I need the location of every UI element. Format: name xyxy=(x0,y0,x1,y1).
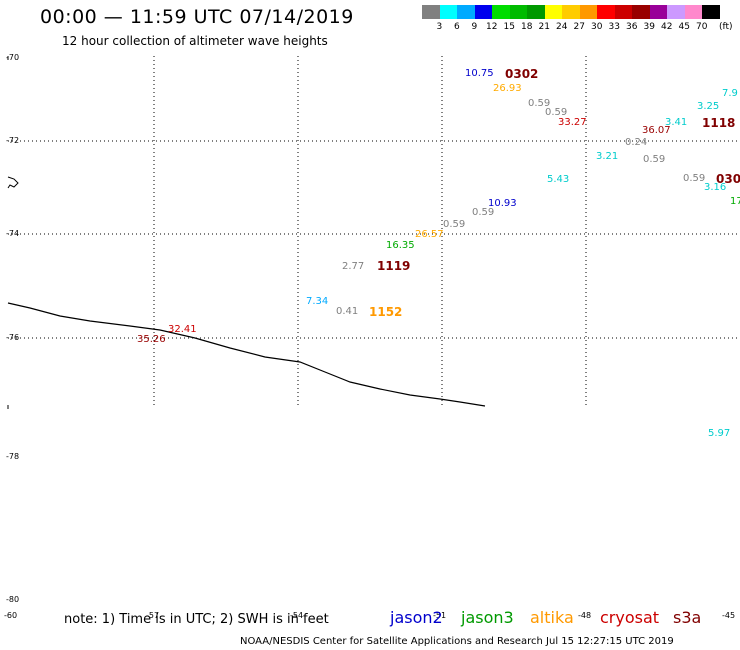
color-swatch xyxy=(527,5,545,19)
lon-label: -51 xyxy=(433,611,447,620)
lon-label: -54 xyxy=(290,611,304,620)
lon-label: -57 xyxy=(146,611,160,620)
swh-value: 7.9 xyxy=(722,88,738,99)
swh-value: 0.59 xyxy=(643,154,666,165)
color-swatch xyxy=(632,5,650,19)
lat-label: -80 xyxy=(6,595,20,604)
swh-value: 10.75 xyxy=(465,68,494,79)
map-subtitle: 12 hour collection of altimeter wave hei… xyxy=(62,34,328,48)
color-swatch xyxy=(439,5,457,19)
color-legend-bar xyxy=(422,5,720,19)
color-swatch xyxy=(509,5,527,19)
color-swatch xyxy=(649,5,667,19)
legend-tick-label: 24 xyxy=(556,22,568,32)
legend-tick-label: 33 xyxy=(608,22,620,32)
legend-altika: altika xyxy=(530,608,574,627)
lon-label: -60 xyxy=(4,611,18,620)
swh-value: 17 xyxy=(730,196,740,207)
swh-value: 32.41 xyxy=(168,324,197,335)
swh-value: 3.16 xyxy=(704,182,727,193)
lon-label: -45 xyxy=(722,611,736,620)
legend-tick-label: 70 xyxy=(696,22,708,32)
swh-value: 36.07 xyxy=(642,125,671,136)
credit-line: NOAA/NESDIS Center for Satellite Applica… xyxy=(240,636,674,647)
time-label: 1119 xyxy=(377,259,411,273)
lat-label: -74 xyxy=(6,229,20,238)
legend-tick-label: 9 xyxy=(471,22,478,32)
swh-value: 5.43 xyxy=(547,174,570,185)
color-swatch xyxy=(614,5,632,19)
time-label: 1152 xyxy=(369,305,403,319)
color-swatch xyxy=(544,5,562,19)
swh-value: 0.59 xyxy=(443,219,466,230)
swh-value: 3.21 xyxy=(596,151,619,162)
footer-note: note: 1) Time is in UTC; 2) SWH is in fe… xyxy=(64,612,329,627)
swh-value: 0.59 xyxy=(528,98,551,109)
color-swatch xyxy=(684,5,702,19)
swh-value: 26.57 xyxy=(415,229,444,240)
legend-jason3: jason3 xyxy=(461,608,514,627)
legend-tick-label: 36 xyxy=(626,22,638,32)
color-swatch xyxy=(667,5,685,19)
swh-value: 5.97 xyxy=(708,428,731,439)
legend-tick-label: 3 xyxy=(436,22,443,32)
color-swatch xyxy=(422,5,440,19)
lat-label: -78 xyxy=(6,452,20,461)
legend-tick-label: 6 xyxy=(454,22,460,32)
legend-cryosat: cryosat xyxy=(600,608,660,627)
color-swatch xyxy=(457,5,475,19)
swh-value: 0.59 xyxy=(545,107,568,118)
map-title: 00:00 — 11:59 UTC 07/14/2019 xyxy=(40,6,354,28)
color-swatch xyxy=(579,5,597,19)
legend-tick-label: 39 xyxy=(643,22,655,32)
legend-tick-label: 30 xyxy=(591,22,603,32)
time-label: 030 xyxy=(716,172,740,186)
swh-value: 7.34 xyxy=(306,296,329,307)
swh-value: 26.93 xyxy=(493,83,522,94)
swh-value: 3.41 xyxy=(665,117,688,128)
lat-label: -70 xyxy=(6,53,20,62)
legend-tick-label: 21 xyxy=(538,22,550,32)
color-legend-labels: 3 6 9 12 15 18 21 24 27 30 33 36 39 42 45 70 (ft) xyxy=(422,22,740,34)
coastline xyxy=(7,302,486,407)
legend-tick-label: 27 xyxy=(573,22,585,32)
swh-value: 16.35 xyxy=(386,240,415,251)
graticule xyxy=(8,56,740,405)
swh-value: 0.59 xyxy=(472,207,495,218)
swh-value: 2.77 xyxy=(342,261,365,272)
legend-tick-label: 12 xyxy=(486,22,498,32)
legend-unit-label: (ft) xyxy=(719,22,733,32)
lon-label: -48 xyxy=(578,611,592,620)
swh-value: 3.25 xyxy=(697,101,720,112)
lat-label: -76 xyxy=(6,333,20,342)
swh-value: 33.27 xyxy=(558,117,587,128)
color-swatch xyxy=(562,5,580,19)
color-swatch xyxy=(492,5,510,19)
color-swatch xyxy=(597,5,615,19)
color-swatch xyxy=(702,5,720,19)
swh-value: 0.59 xyxy=(683,173,706,184)
coastline-fragment xyxy=(7,176,19,189)
legend-tick-label: 42 xyxy=(661,22,673,32)
swh-value: 0.41 xyxy=(336,306,359,317)
time-label: 1118 xyxy=(702,116,736,130)
legend-jason2: jason2 xyxy=(390,608,443,627)
time-label: 0302 xyxy=(505,67,539,81)
swh-value: 35.26 xyxy=(137,334,166,345)
color-swatch xyxy=(474,5,492,19)
lat-label: -72 xyxy=(6,136,20,145)
swh-value: 0.24 xyxy=(625,137,648,148)
swh-value: 10.93 xyxy=(488,198,517,209)
legend-s3a: s3a xyxy=(673,608,702,627)
legend-tick-label: 45 xyxy=(678,22,690,32)
legend-tick-label: 15 xyxy=(503,22,515,32)
legend-tick-label: 18 xyxy=(521,22,533,32)
